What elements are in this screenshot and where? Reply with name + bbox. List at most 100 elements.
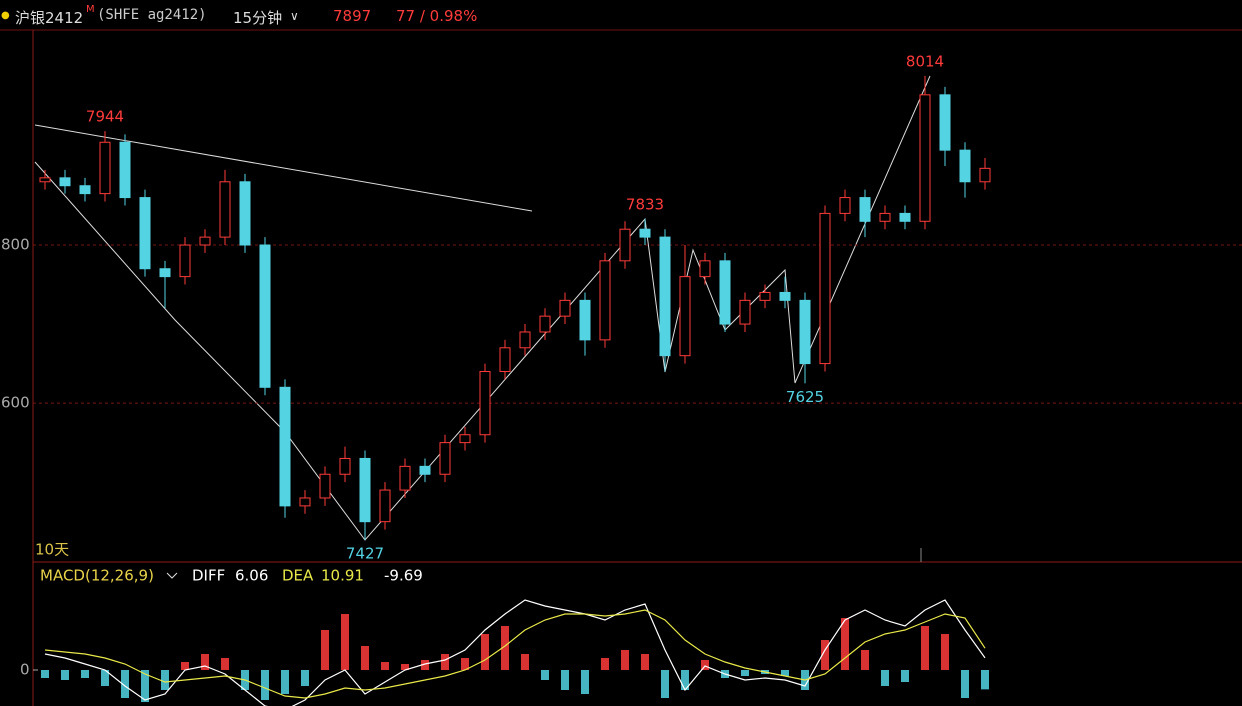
- candle-body: [799, 299, 811, 365]
- macd-bar: [261, 670, 269, 700]
- dropdown-icon[interactable]: [166, 572, 178, 579]
- candle-body: [959, 149, 971, 183]
- candle-body: [659, 236, 671, 357]
- status-dot: ●: [1, 10, 10, 21]
- macd-bar: [401, 664, 409, 670]
- macd-bar: [741, 670, 749, 676]
- macd-bar: [561, 670, 569, 690]
- candle-body: [639, 228, 651, 238]
- candle-body: [919, 94, 931, 222]
- macd-bar: [601, 658, 609, 670]
- macd-bar: [381, 662, 389, 670]
- candle-body: [339, 457, 351, 475]
- macd-bar: [701, 660, 709, 670]
- macd-bar: [361, 646, 369, 670]
- macd-bar: [341, 614, 349, 670]
- macd-bar: [621, 650, 629, 670]
- candle-body: [699, 260, 711, 278]
- trend-line: [34, 124, 533, 212]
- candle-body: [419, 465, 431, 475]
- macd-bar: [901, 670, 909, 682]
- candle-body: [779, 291, 791, 301]
- candle-body: [59, 177, 71, 187]
- macd-bar: [541, 670, 549, 680]
- candle-body: [859, 197, 871, 222]
- macd-title: MACD(12,26,9): [40, 567, 154, 585]
- macd-bar: [841, 618, 849, 670]
- change: 77 / 0.98%: [396, 7, 478, 25]
- macd-bar: [61, 670, 69, 680]
- candle-body: [759, 291, 771, 301]
- macd-bar: [281, 670, 289, 694]
- macd-bar: [101, 670, 109, 686]
- code: (SHFE ag2412): [97, 7, 207, 23]
- macd-bar: [221, 658, 229, 670]
- candle-body: [379, 489, 391, 523]
- candle-body: [259, 244, 271, 388]
- macd-bar: [921, 626, 929, 670]
- dea-name: DEA: [282, 567, 314, 585]
- candle-body: [539, 315, 551, 333]
- macd-bar: [481, 634, 489, 670]
- low-label: 7427: [346, 544, 384, 562]
- macd-bar: [941, 634, 949, 670]
- badge: M: [86, 4, 95, 15]
- candle-body: [579, 299, 591, 341]
- candle-body: [39, 177, 51, 183]
- macd-bar: [821, 640, 829, 670]
- y-tick-label: 800: [1, 236, 30, 254]
- macd-bar: [421, 660, 429, 670]
- candle-body: [719, 260, 731, 325]
- period[interactable]: 15分钟: [233, 9, 283, 27]
- macd-bar: [501, 626, 509, 670]
- y-tick-label: 600: [1, 394, 30, 412]
- candle-body: [559, 299, 571, 317]
- candle-body: [159, 268, 171, 278]
- zigzag-line: [34, 75, 931, 541]
- candle-body: [219, 181, 231, 238]
- macd-bar: [581, 670, 589, 694]
- macd-bar: [461, 658, 469, 670]
- high-label: 8014: [906, 52, 944, 70]
- candle-body: [979, 167, 991, 183]
- macd-bar: [121, 670, 129, 698]
- candle-body: [239, 181, 251, 246]
- macd-line: [44, 599, 986, 706]
- macd-bar: [661, 670, 669, 698]
- macd-bar: [301, 670, 309, 686]
- macd-bar: [881, 670, 889, 686]
- macd-bar: [861, 650, 869, 670]
- diff-value: 6.06: [235, 567, 268, 585]
- macd-bar: [321, 630, 329, 670]
- candle-body: [939, 94, 951, 151]
- macd-bar: [141, 670, 149, 702]
- macd-bar: [441, 654, 449, 670]
- candle-body: [599, 260, 611, 341]
- candle-body: [119, 141, 131, 199]
- macd-bar: [161, 670, 169, 690]
- candle-body: [99, 141, 111, 195]
- candle-body: [319, 473, 331, 499]
- dea-value: 10.91: [321, 567, 364, 585]
- candle-body: [499, 347, 511, 372]
- candle-body: [359, 457, 371, 523]
- macd-bar: [981, 670, 989, 690]
- macd-bar: [781, 670, 789, 676]
- candle-body: [519, 331, 531, 349]
- macd-line: [44, 609, 986, 699]
- macd-bar: [201, 654, 209, 670]
- low-label: 7625: [786, 388, 824, 406]
- candle-body: [179, 244, 191, 278]
- period-dropdown[interactable]: ∨: [290, 9, 299, 23]
- last-price: 7897: [333, 7, 372, 25]
- candle-body: [79, 185, 91, 195]
- high-label: 7833: [626, 195, 664, 213]
- candle-body: [279, 386, 291, 507]
- macd-bar: [681, 670, 689, 690]
- candle-body: [679, 276, 691, 357]
- candle-body: [899, 212, 911, 222]
- macd-bar: [181, 662, 189, 670]
- candle-body: [619, 228, 631, 262]
